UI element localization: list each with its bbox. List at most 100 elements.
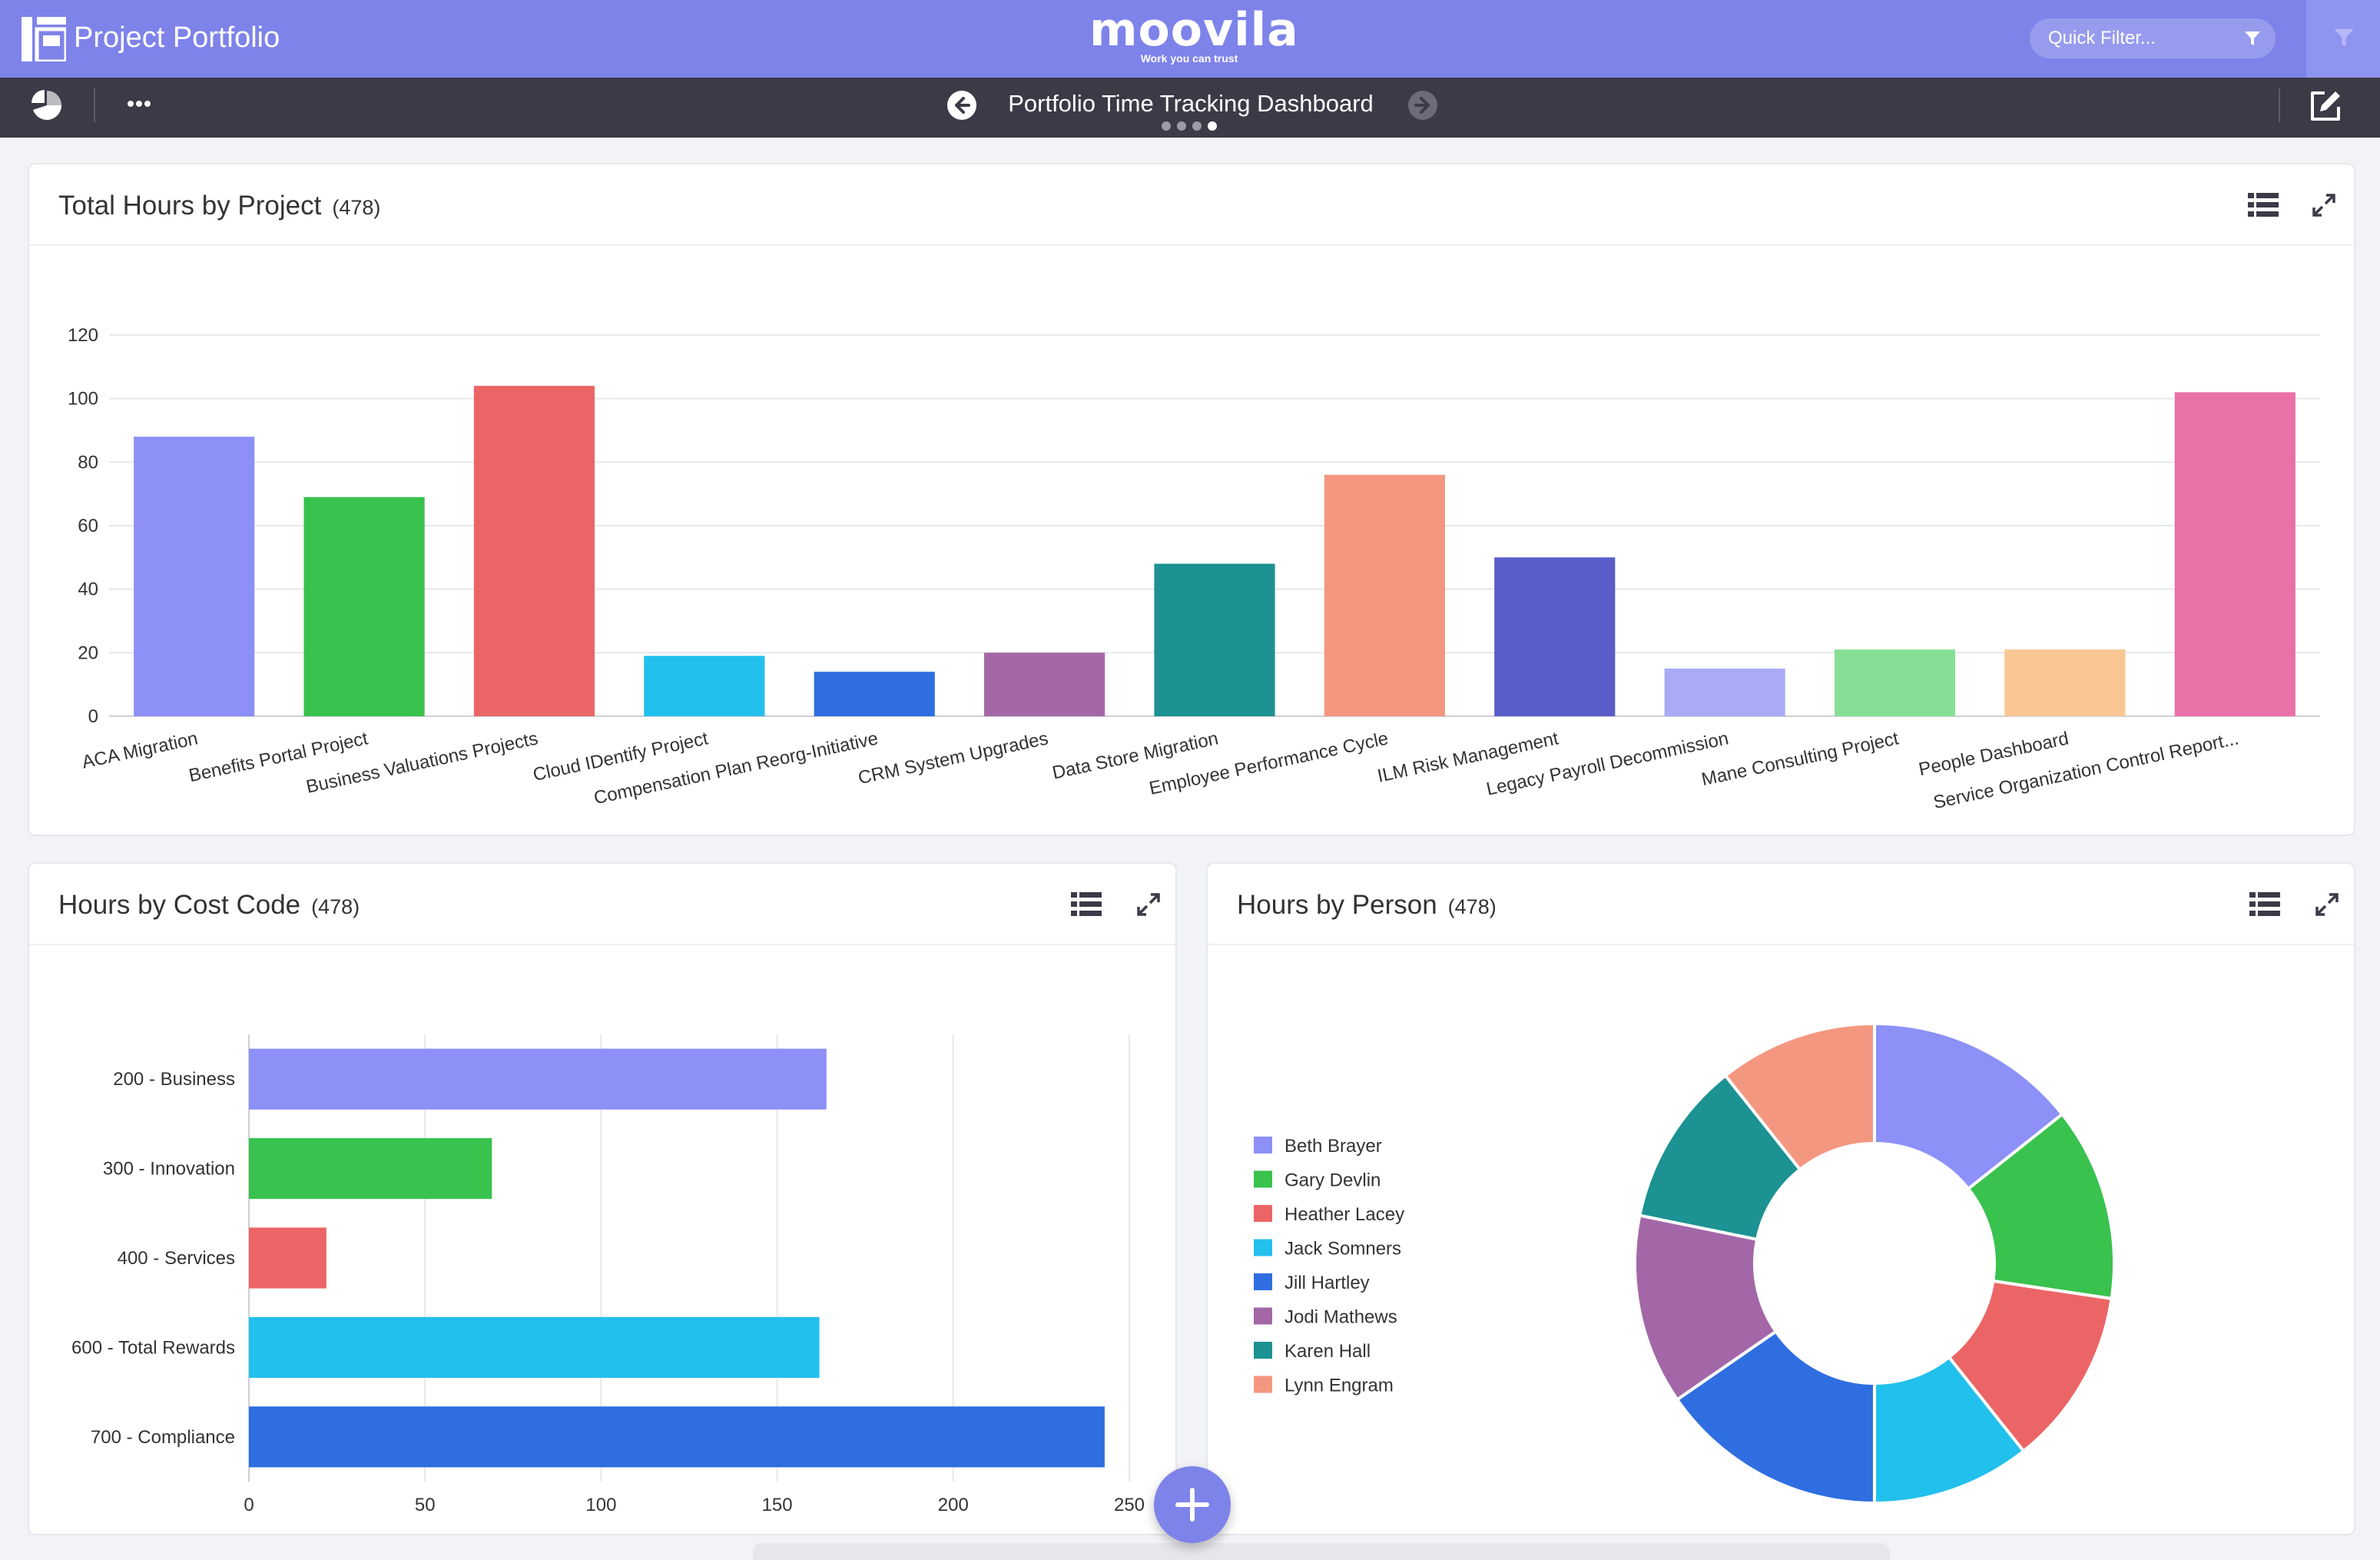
bar: [1664, 669, 1785, 716]
legend-swatch: [1254, 1239, 1272, 1256]
legend-swatch: [1254, 1273, 1272, 1290]
y-tick-label: 100: [68, 389, 98, 410]
bar: [2174, 392, 2295, 716]
legend-label: Gary Devlin: [1284, 1170, 1381, 1191]
list-view-icon[interactable]: [1071, 891, 1102, 918]
filter-panel-button[interactable]: [2306, 0, 2380, 78]
y-tick-label: 80: [78, 452, 98, 473]
x-tick-label: 0: [244, 1495, 254, 1515]
y-tick-label: 600 - Total Rewards: [71, 1337, 235, 1358]
y-tick-label: 40: [78, 579, 98, 600]
x-tick-label: 200: [938, 1495, 969, 1515]
bar: [984, 652, 1105, 716]
logo-tagline: Work you can trust: [1140, 52, 1238, 65]
toolbar-divider: [94, 88, 95, 122]
bar: [1154, 563, 1275, 716]
panel-hours-by-cost-code: Hours by Cost Code (478) 0 50 100 150 200 250 2…: [28, 862, 1177, 1535]
previous-dashboard-icon[interactable]: [946, 90, 977, 121]
y-tick-label: 20: [78, 642, 98, 663]
legend-swatch: [1254, 1342, 1272, 1359]
bar: [814, 672, 935, 716]
panel-header: Hours by Cost Code (478): [29, 864, 1175, 945]
add-widget-button[interactable]: [1154, 1466, 1231, 1543]
panel-title-text: Hours by Person: [1237, 890, 1437, 920]
x-tick-label: Mane Consulting Project: [1699, 728, 1901, 790]
legend-swatch: [1254, 1376, 1272, 1393]
panel-header: Hours by Person (478): [1208, 864, 2354, 945]
bar: [249, 1138, 492, 1200]
x-tick-label: 250: [1114, 1495, 1145, 1515]
list-view-icon[interactable]: [2248, 192, 2279, 218]
dashboard-toolbar: Portfolio Time Tracking Dashboard: [0, 78, 2380, 138]
page-dot[interactable]: [1162, 121, 1171, 131]
bar: [249, 1227, 327, 1289]
pie-slice: [1723, 1021, 1876, 1172]
x-tick-label: ACA Migration: [80, 728, 200, 772]
record-count: (478): [1447, 895, 1497, 918]
y-tick-label: 200 - Business: [113, 1069, 235, 1090]
legend-swatch: [1254, 1205, 1272, 1222]
legend-swatch: [1254, 1137, 1272, 1153]
x-tick-label: CRM System Upgrades: [857, 728, 1050, 788]
legend-label: Lynn Engram: [1284, 1376, 1394, 1396]
cost-code-bar-chart: 0 50 100 150 200 250 200 - Business 300 - Innov…: [71, 1034, 1145, 1515]
page-dot[interactable]: [1177, 121, 1186, 131]
pie-slice: [1966, 1112, 2116, 1301]
record-count: (478): [311, 895, 360, 918]
bar: [1494, 557, 1616, 716]
x-tick-label: 50: [415, 1495, 436, 1515]
bar: [1834, 649, 1956, 716]
legend-label: Beth Brayer: [1284, 1136, 1382, 1157]
project-portfolio-icon[interactable]: [22, 17, 66, 61]
funnel-icon: [2245, 32, 2260, 45]
panel-title-text: Hours by Cost Code: [58, 890, 301, 920]
y-tick-label: 60: [78, 516, 98, 536]
x-tick-label: 100: [585, 1495, 616, 1515]
bar: [249, 1048, 827, 1110]
more-options-icon[interactable]: [126, 93, 152, 115]
legend-label: Jodi Mathews: [1284, 1307, 1397, 1328]
bar: [249, 1316, 820, 1378]
y-tick-label: 0: [88, 706, 98, 727]
quick-filter-input[interactable]: Quick Filter...: [2030, 18, 2276, 58]
next-dashboard-icon[interactable]: [1407, 90, 1438, 121]
person-hours-donut-chart: Beth Brayer Gary Devlin Heather Lacey Jack …: [1254, 1021, 2116, 1505]
expand-icon[interactable]: [2314, 891, 2340, 918]
filter-funnel-icon: [2334, 28, 2354, 47]
bar: [1324, 474, 1445, 716]
y-tick-label: 400 - Services: [118, 1248, 235, 1269]
top-header: Project Portfolio moovila Work you can t…: [0, 0, 2380, 78]
toolbar-divider: [2279, 88, 2280, 122]
bar: [644, 656, 765, 716]
legend-label: Jack Somners: [1284, 1239, 1401, 1260]
edit-dashboard-icon[interactable]: [2308, 88, 2343, 124]
moovila-logo: moovila Work you can trust: [1089, 3, 1298, 69]
app-title[interactable]: Project Portfolio: [74, 22, 280, 54]
page-dot-active[interactable]: [1208, 121, 1217, 131]
panel-header: Total Hours by Project (478): [29, 164, 2354, 246]
expand-icon[interactable]: [2311, 192, 2337, 218]
list-view-icon[interactable]: [2249, 891, 2280, 918]
dashboard-page-indicator: [1162, 121, 1217, 131]
panel-title: Hours by Person (478): [1237, 888, 1497, 924]
x-tick-label: Service Organization Control Report...: [1931, 728, 2240, 813]
legend-label: Jill Hartley: [1284, 1273, 1370, 1293]
legend-swatch: [1254, 1307, 1272, 1325]
bar: [249, 1406, 1105, 1468]
bar: [473, 386, 595, 716]
panel-title-text: Total Hours by Project: [58, 191, 322, 221]
pie-chart-icon[interactable]: [31, 89, 63, 121]
plus-icon: [1175, 1488, 1209, 1522]
page-dot[interactable]: [1192, 121, 1202, 131]
panel-total-hours-by-project: Total Hours by Project (478) 0 20 40 60 80 100…: [28, 163, 2355, 836]
legend-swatch: [1254, 1170, 1272, 1188]
legend-label: Karen Hall: [1284, 1341, 1371, 1362]
bar: [2004, 649, 2126, 716]
bar: [303, 496, 425, 716]
expand-icon[interactable]: [1135, 891, 1162, 918]
y-tick-label: 700 - Compliance: [91, 1427, 235, 1448]
x-tick-label: Compensation Plan Reorg-Initiative: [592, 728, 880, 808]
y-tick-label: 120: [68, 325, 98, 346]
panel-hours-by-person: Hours by Person (478) Beth Brayer Gary Dev…: [1206, 862, 2355, 1535]
